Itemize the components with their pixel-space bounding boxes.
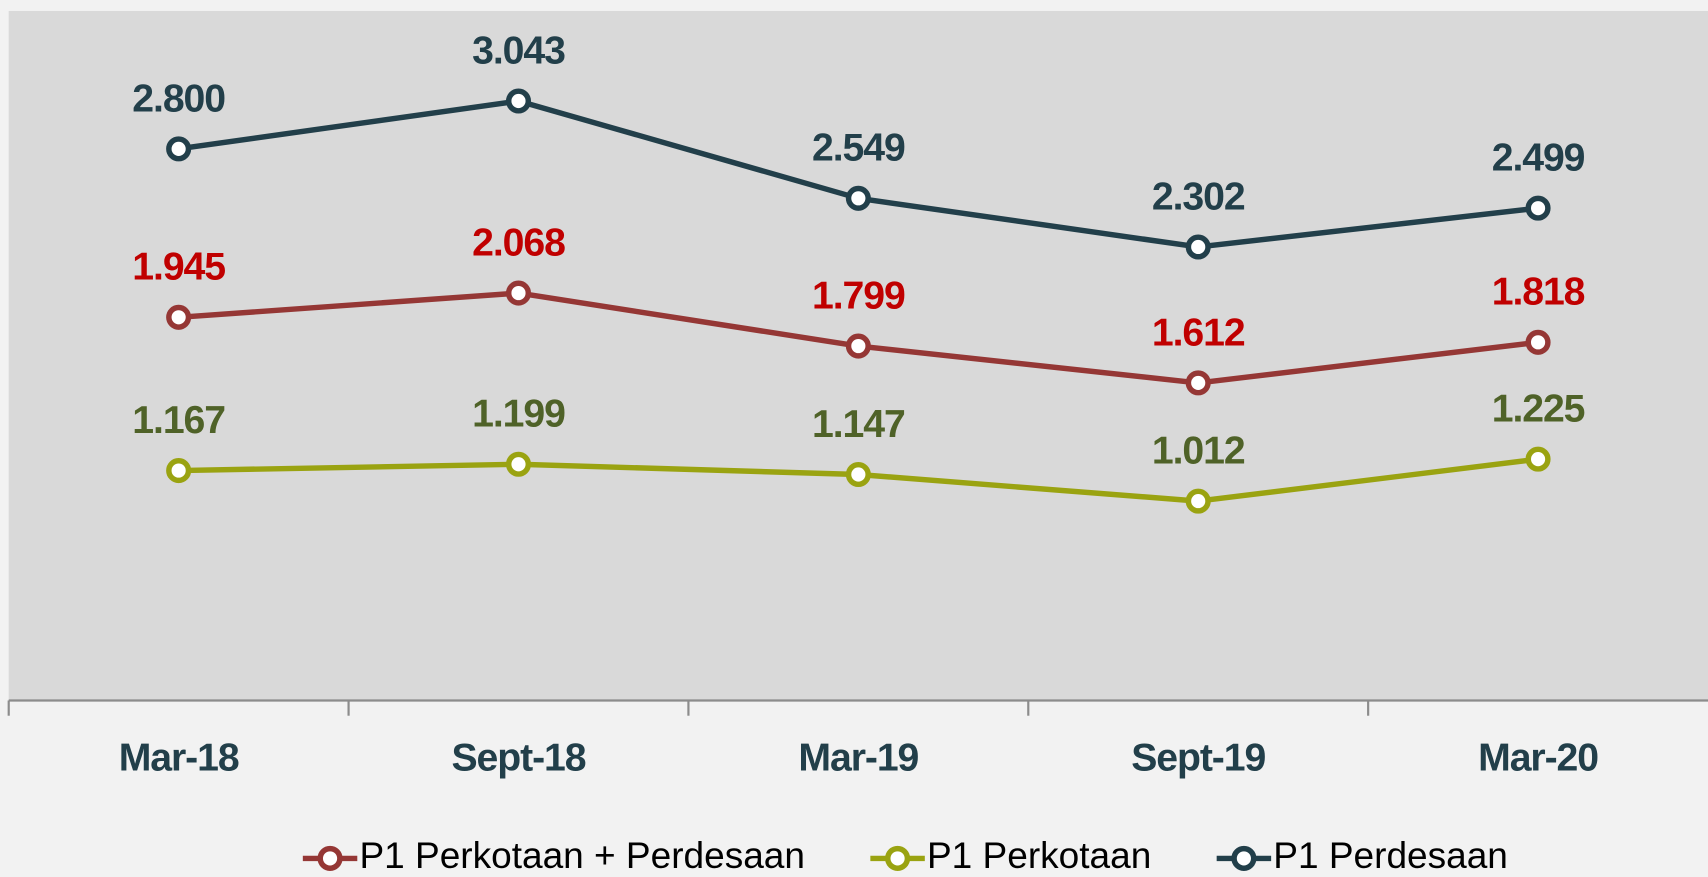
data-label: 2.302 — [1152, 175, 1245, 218]
data-point — [845, 333, 871, 359]
data-label: 1.818 — [1492, 271, 1585, 314]
data-point — [166, 458, 192, 484]
data-point — [845, 185, 871, 211]
data-point — [505, 451, 532, 477]
data-label: 1.199 — [472, 393, 565, 436]
data-label: 1.799 — [812, 274, 905, 317]
data-label: 1.612 — [1152, 311, 1245, 354]
data-label: 2.800 — [132, 77, 225, 120]
data-point — [505, 280, 532, 306]
data-point — [1525, 195, 1551, 221]
data-point — [1525, 329, 1551, 355]
x-tick-label: Sept-19 — [1131, 737, 1265, 780]
x-tick-label: Mar-18 — [119, 737, 239, 780]
data-label: 1.012 — [1152, 430, 1245, 473]
data-label: 1.147 — [812, 403, 905, 446]
legend-label: P1 Perkotaan — [927, 834, 1151, 876]
data-label: 2.068 — [472, 221, 565, 264]
x-tick-label: Mar-19 — [798, 737, 918, 780]
data-label: 1.945 — [132, 246, 225, 289]
legend-label: P1 Perkotaan + Perdesaan — [359, 834, 805, 876]
data-point — [1185, 234, 1211, 260]
data-point — [1185, 488, 1211, 514]
legend-marker — [1231, 845, 1257, 871]
data-label: 1.167 — [132, 399, 225, 442]
data-label: 3.043 — [472, 29, 565, 72]
legend-marker — [885, 845, 911, 871]
data-label: 2.549 — [812, 127, 905, 170]
x-tick-label: Sept-18 — [452, 737, 586, 780]
data-point — [166, 136, 192, 162]
data-label: 1.225 — [1492, 388, 1585, 431]
data-label: 2.499 — [1492, 137, 1585, 180]
legend-marker — [317, 845, 343, 871]
legend-label: P1 Perdesaan — [1273, 834, 1508, 876]
data-point — [505, 88, 532, 114]
x-tick-label: Mar-20 — [1478, 737, 1598, 780]
data-point — [166, 304, 192, 330]
data-point — [1525, 446, 1551, 472]
data-point — [1185, 370, 1211, 396]
data-point — [845, 461, 871, 488]
